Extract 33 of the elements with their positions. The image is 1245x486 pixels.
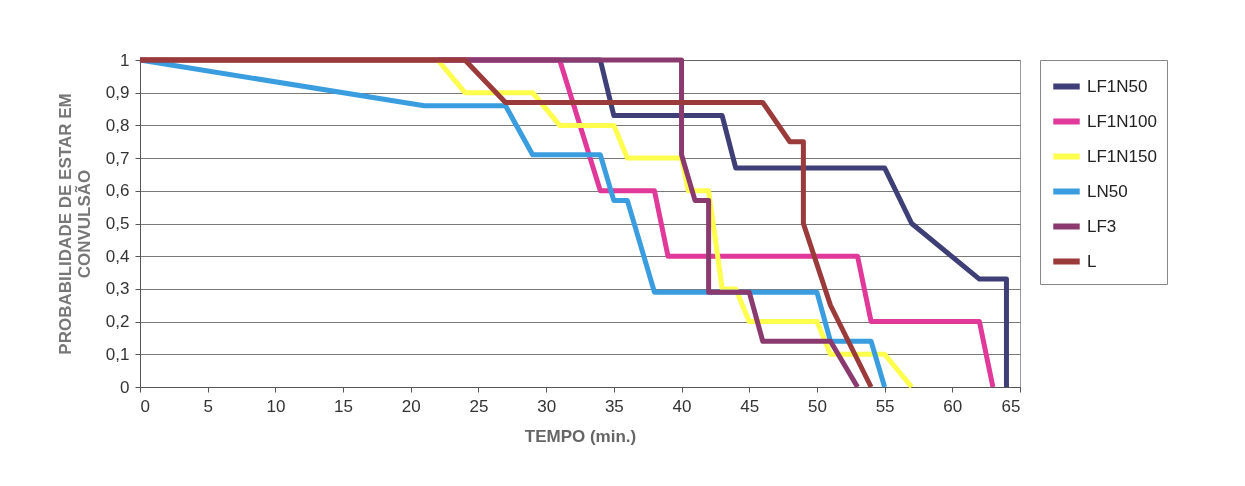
y-tick-label: 0,6 [105,181,130,201]
y-tick-label: 0,7 [105,148,130,168]
x-tick-label: 40 [672,396,692,416]
x-tick-label: 0 [140,396,150,416]
x-tick-label: 65 [1001,396,1021,416]
y-tick-label: 0,2 [105,312,130,332]
x-tick-label: 50 [807,396,827,416]
y-tick-label: 0,4 [105,246,130,266]
y-axis-title: PROBABILIDADE DE ESTAR EM CONVULSÃO [55,93,94,355]
x-tick-label: 55 [875,396,895,416]
legend-label: LF1N100 [1087,111,1157,131]
y-tick-label: 0 [120,377,130,397]
legend-label: LF3 [1087,216,1117,236]
y-tick-label: 0,5 [105,214,130,233]
x-axis-title: TEMPO (min.) [524,426,637,446]
x-tick-label: 30 [537,396,557,416]
y-tick-label: 0,1 [105,344,130,364]
y-tick-label: 1 [120,50,130,70]
x-tick-label: 5 [203,396,213,416]
y-tick-label: 0,3 [105,279,130,299]
y-tick-label: 0,9 [105,83,130,103]
legend-label: LF1N150 [1087,146,1157,166]
x-tick-label: 45 [740,396,760,416]
legend-label: LF1N50 [1087,76,1148,96]
x-tick-label: 20 [401,396,421,416]
x-tick-label: 15 [334,396,354,416]
x-tick-label: 35 [604,396,624,416]
legend-label: LN50 [1087,181,1128,201]
x-tick-label: 25 [469,396,489,416]
x-tick-label: 60 [943,396,963,416]
y-tick-label: 0,8 [105,115,130,135]
legend-label: L [1087,251,1097,271]
x-tick-label: 10 [266,396,286,416]
